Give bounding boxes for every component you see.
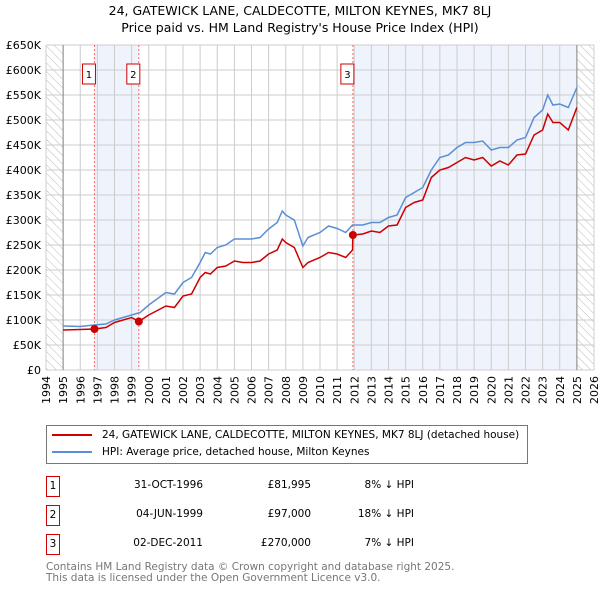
sale-date: 02-DEC-2011 [133, 537, 203, 549]
sale-marker-box [126, 63, 141, 85]
sale-hpi-diff: 7% ↓ HPI [364, 537, 414, 549]
y-tick-label: £350K [6, 189, 42, 202]
sale-marker-number: 1 [46, 476, 60, 497]
x-tick-label: 2013 [365, 376, 378, 404]
x-tick-label: 2021 [502, 376, 515, 404]
x-tick-label: 2004 [211, 376, 224, 404]
x-tick-label: 2023 [537, 376, 550, 404]
sale-price: £270,000 [260, 537, 311, 549]
y-tick-label: £450K [6, 139, 42, 152]
sale-marker-box [81, 63, 96, 85]
x-tick-label: 2002 [177, 376, 190, 404]
x-tick-label: 2024 [554, 376, 567, 404]
sale-point [348, 231, 357, 239]
hatched-region [46, 45, 64, 370]
y-tick-label: £300K [6, 214, 42, 227]
y-tick-label: £400K [6, 164, 42, 177]
x-tick-label: 1997 [91, 376, 104, 404]
x-tick-label: 2012 [348, 376, 361, 404]
x-tick-label: 1999 [126, 376, 139, 404]
x-tick-label: 2006 [246, 376, 259, 404]
chart-title: 24, GATEWICK LANE, CALDECOTTE, MILTON KE… [108, 3, 492, 18]
price-chart: 1994 1995 1996 1997 1998 1999 2000 2001 2002 2003… [6, 39, 600, 404]
sale-marker-label: 1 [86, 70, 92, 81]
footer: Contains HM Land Registry data © Crown c… [46, 562, 454, 584]
x-tick-label: 1994 [40, 376, 53, 404]
x-tick-label: 2026 [588, 376, 600, 404]
y-tick-label: £200K [6, 264, 42, 277]
y-tick-label: £150K [6, 289, 42, 302]
sale-date: 31-OCT-1996 [134, 479, 203, 491]
y-tick-label: £250K [6, 239, 42, 252]
footer-copyright: Contains HM Land Registry data © Crown c… [46, 561, 455, 573]
table-row: 3 02-DEC-2011 £270,000 7% ↓ HPI [46, 534, 446, 556]
x-tick-label: 2010 [314, 376, 327, 404]
legend-label-property: 24, GATEWICK LANE, CALDECOTTE, MILTON KE… [102, 429, 520, 441]
x-tick-label: 2009 [297, 376, 310, 404]
y-tick-label: £650K [6, 39, 42, 52]
chart-subtitle: Price paid vs. HM Land Registry's House … [121, 20, 479, 35]
y-tick-label: £100K [6, 314, 42, 327]
sale-date: 04-JUN-1999 [136, 508, 203, 520]
sale-hpi-diff: 18% ↓ HPI [357, 508, 414, 520]
x-tick-label: 2022 [520, 376, 533, 404]
sale-marker-number: 2 [46, 505, 60, 526]
legend-swatch-property [52, 434, 92, 436]
sale-point [90, 325, 99, 334]
legend: 24, GATEWICK LANE, CALDECOTTE, MILTON KE… [46, 425, 528, 464]
x-tick-label: 2005 [228, 376, 241, 404]
x-tick-label: 2016 [417, 376, 430, 404]
sale-price: £81,995 [267, 479, 311, 491]
x-tick-label: 1998 [109, 376, 122, 404]
sale-marker-number: 3 [46, 534, 60, 555]
x-tick-label: 2019 [468, 376, 481, 404]
x-tick-label: 2025 [571, 376, 584, 404]
x-tick-label: 2011 [331, 376, 344, 404]
x-tick-label: 2007 [263, 376, 276, 404]
x-tick-label: 2018 [451, 376, 464, 404]
hpi-line [63, 87, 578, 328]
table-row: 1 31-OCT-1996 £81,995 8% ↓ HPI [46, 476, 446, 498]
sale-hpi-diff: 8% ↓ HPI [364, 479, 414, 491]
hatched-region [576, 45, 594, 370]
legend-label-hpi: HPI: Average price, detached house, Milt… [102, 446, 370, 458]
y-tick-label: £0 [27, 364, 41, 377]
x-tick-label: 2003 [194, 376, 207, 404]
table-row: 2 04-JUN-1999 £97,000 18% ↓ HPI [46, 505, 446, 527]
footer-licence: This data is licensed under the Open Gov… [46, 572, 381, 584]
property-price-line [63, 107, 578, 331]
x-tick-label: 2014 [383, 376, 396, 404]
sale-point [134, 317, 143, 326]
legend-swatch-hpi [52, 451, 92, 453]
x-tick-label: 2015 [400, 376, 413, 404]
x-tick-label: 1995 [57, 376, 70, 404]
sale-price: £97,000 [267, 508, 311, 520]
sale-marker-box [340, 63, 355, 85]
y-tick-label: £50K [13, 339, 42, 352]
x-tick-label: 2017 [434, 376, 447, 404]
x-tick-label: 2020 [485, 376, 498, 404]
x-tick-label: 2008 [280, 376, 293, 404]
y-tick-label: £550K [6, 89, 42, 102]
x-tick-label: 2000 [143, 376, 156, 404]
x-tick-label: 2001 [160, 376, 173, 404]
shaded-band [352, 45, 577, 370]
sale-marker-label: 2 [130, 70, 136, 81]
x-tick-label: 1996 [74, 376, 87, 404]
sale-marker-label: 3 [344, 70, 350, 81]
y-tick-label: £600K [6, 64, 42, 77]
y-tick-label: £500K [6, 114, 42, 127]
